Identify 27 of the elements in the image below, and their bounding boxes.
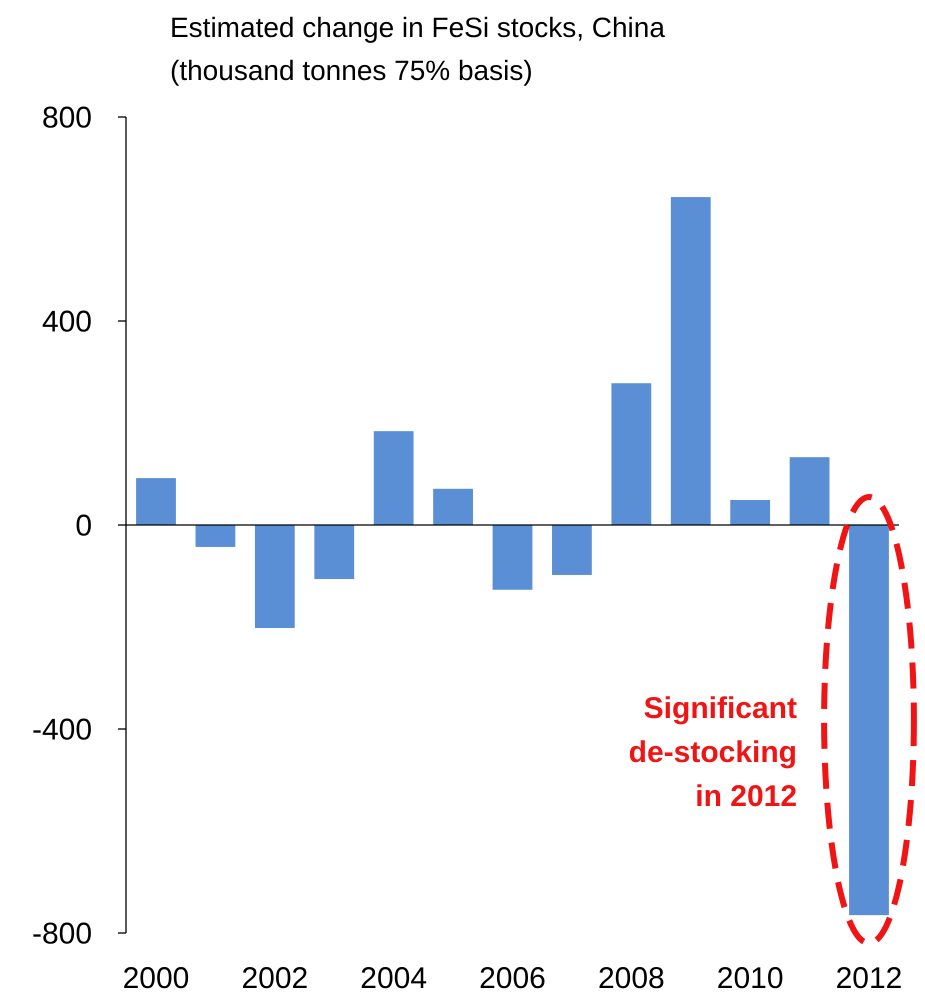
- bar: [670, 197, 711, 525]
- x-tick-label: 2006: [479, 962, 546, 995]
- x-tick-label: 2008: [598, 962, 665, 995]
- bar: [433, 488, 473, 525]
- bar: [790, 457, 830, 525]
- x-tick-label: 2010: [716, 962, 784, 995]
- y-tick-label: -400: [32, 714, 92, 746]
- x-tick-label: 2012: [836, 962, 902, 995]
- bar: [611, 383, 652, 525]
- x-tick-label: 2002: [241, 962, 308, 995]
- bar: [254, 525, 295, 628]
- y-tick-label: -800: [32, 918, 92, 950]
- y-tick-label: 800: [42, 102, 92, 134]
- bar: [136, 478, 176, 525]
- bar: [552, 525, 592, 575]
- y-tick-label: 400: [42, 306, 92, 338]
- chart-subtitle: (thousand tonnes 75% basis): [170, 55, 533, 86]
- bar: [730, 500, 770, 525]
- chart-title: Estimated change in FeSi stocks, China: [170, 12, 666, 43]
- bar: [196, 525, 236, 547]
- bar: [492, 525, 532, 590]
- annotation: Significant de-stocking in 2012: [628, 692, 798, 813]
- y-tick-label: 0: [75, 510, 92, 542]
- x-tick-label: 2004: [360, 962, 428, 995]
- bar: [314, 525, 354, 580]
- bar: [374, 431, 414, 525]
- x-tick-label: 2000: [122, 962, 190, 995]
